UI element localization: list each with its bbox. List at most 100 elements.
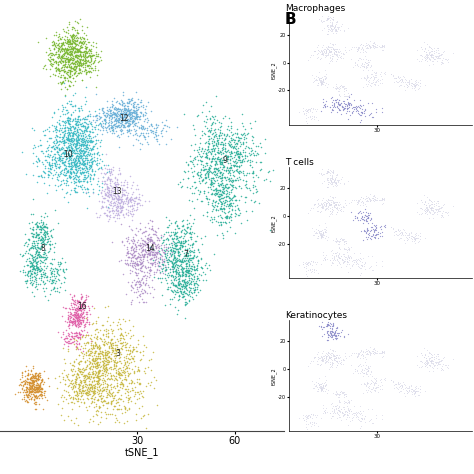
Point bbox=[76, 68, 83, 75]
Point bbox=[124, 121, 132, 128]
Point bbox=[131, 248, 138, 255]
Point bbox=[118, 113, 125, 121]
Point bbox=[308, 377, 315, 385]
Point bbox=[151, 128, 159, 136]
Point bbox=[245, 169, 252, 177]
Point bbox=[370, 113, 377, 121]
Point bbox=[29, 363, 37, 370]
Point bbox=[114, 107, 122, 115]
Point bbox=[144, 244, 151, 251]
Point bbox=[198, 109, 205, 116]
Point bbox=[30, 377, 37, 384]
Point bbox=[76, 56, 84, 64]
Point bbox=[132, 193, 140, 201]
Point bbox=[102, 332, 109, 339]
Point bbox=[77, 55, 85, 63]
Point bbox=[227, 186, 235, 193]
Point bbox=[321, 100, 329, 108]
Point bbox=[190, 286, 197, 294]
Point bbox=[59, 52, 67, 60]
Point bbox=[57, 59, 65, 66]
Point bbox=[75, 60, 82, 67]
Point bbox=[328, 57, 336, 64]
Point bbox=[67, 164, 74, 172]
Point bbox=[85, 357, 93, 365]
Point bbox=[212, 165, 219, 173]
Point bbox=[225, 137, 233, 145]
Point bbox=[207, 177, 215, 184]
Point bbox=[66, 56, 73, 64]
Point bbox=[61, 147, 68, 155]
Point bbox=[219, 141, 227, 149]
Point bbox=[374, 228, 382, 236]
Point bbox=[59, 155, 66, 162]
Point bbox=[50, 109, 58, 117]
Point bbox=[333, 324, 341, 332]
Point bbox=[324, 174, 332, 182]
Point bbox=[326, 57, 334, 64]
Point bbox=[182, 252, 190, 260]
Point bbox=[303, 412, 310, 420]
Point bbox=[184, 267, 192, 274]
Point bbox=[73, 28, 81, 36]
Point bbox=[335, 99, 342, 106]
Point bbox=[166, 246, 173, 254]
Point bbox=[71, 311, 79, 319]
Point bbox=[75, 366, 82, 374]
Point bbox=[52, 32, 60, 39]
Point bbox=[343, 411, 351, 419]
Point bbox=[73, 146, 80, 153]
Point bbox=[36, 266, 44, 274]
Point bbox=[106, 386, 113, 393]
Point bbox=[339, 356, 347, 364]
Point bbox=[64, 142, 72, 149]
Point bbox=[168, 246, 175, 254]
Point bbox=[126, 202, 134, 210]
Point bbox=[68, 64, 75, 72]
Point bbox=[186, 211, 193, 219]
Point bbox=[82, 142, 89, 150]
Point bbox=[412, 387, 419, 394]
Point bbox=[216, 180, 223, 187]
Point bbox=[326, 409, 334, 417]
Point bbox=[329, 194, 337, 201]
Point bbox=[65, 114, 73, 122]
Point bbox=[32, 258, 39, 266]
Point bbox=[395, 389, 402, 396]
Point bbox=[99, 354, 107, 362]
Point bbox=[45, 164, 52, 172]
Point bbox=[101, 346, 109, 354]
Point bbox=[201, 170, 208, 178]
Point bbox=[80, 366, 88, 374]
Point bbox=[125, 97, 132, 105]
Point bbox=[64, 29, 71, 36]
Point bbox=[118, 332, 126, 339]
Point bbox=[155, 140, 162, 147]
Point bbox=[96, 355, 104, 362]
Point bbox=[122, 105, 129, 113]
Point bbox=[356, 424, 364, 432]
Point bbox=[73, 390, 81, 398]
Point bbox=[181, 251, 189, 258]
Point bbox=[45, 234, 53, 241]
Point bbox=[38, 244, 46, 251]
Point bbox=[101, 123, 109, 130]
Point bbox=[31, 243, 39, 250]
Point bbox=[79, 63, 86, 71]
Point bbox=[73, 320, 81, 328]
Point bbox=[358, 105, 365, 113]
Point bbox=[90, 154, 97, 161]
Point bbox=[82, 375, 90, 383]
Point bbox=[81, 366, 88, 374]
Point bbox=[27, 279, 34, 287]
Point bbox=[83, 124, 91, 131]
Point bbox=[222, 202, 230, 210]
Point bbox=[41, 233, 48, 241]
Point bbox=[307, 104, 314, 111]
Point bbox=[96, 386, 104, 394]
Point bbox=[26, 384, 34, 392]
Point bbox=[322, 46, 330, 53]
Point bbox=[175, 253, 182, 260]
Point bbox=[366, 196, 374, 203]
Point bbox=[428, 50, 436, 57]
